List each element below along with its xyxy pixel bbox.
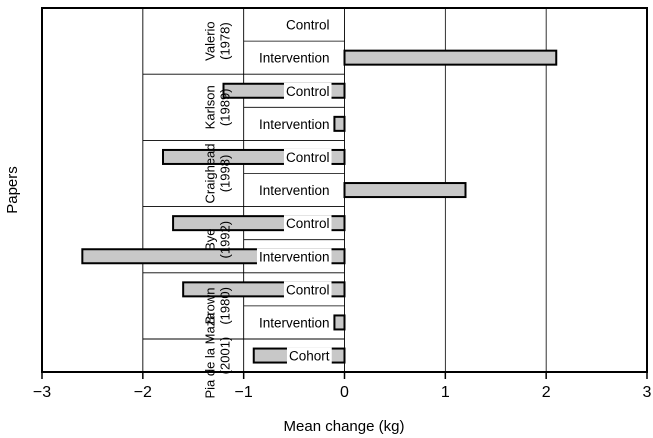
row-category-label: Control: [286, 84, 330, 99]
label-background: [256, 182, 332, 200]
row-category-label: Control: [286, 18, 330, 33]
labels-layer: Control Intervention Valerio(1978) Control I…: [203, 16, 332, 399]
paper-label: Valerio(1978): [203, 21, 233, 61]
paper-label-line: Karlson: [203, 85, 218, 129]
x-tick-label: 2: [542, 384, 551, 401]
y-axis-title: Papers: [4, 166, 21, 214]
label-background: [283, 82, 332, 100]
x-tick-label: −3: [33, 384, 51, 401]
paper-label: Brown(1980): [203, 287, 233, 325]
bar: [343, 182, 467, 199]
row-category-label: Control: [286, 282, 330, 297]
row-category-label: Intervention: [259, 249, 330, 264]
label-background: [256, 314, 332, 332]
label-background: [256, 248, 332, 266]
paper-label: Pia de la Maza(2001): [203, 312, 233, 399]
label-background: [256, 49, 332, 67]
paper-label-line: (1980): [218, 287, 233, 325]
row-category-label: Intervention: [259, 183, 330, 198]
paper-label: Bye(1992): [203, 221, 233, 259]
paper-label-line: Brown: [203, 287, 218, 324]
label-background: [283, 281, 332, 299]
label-background: [283, 215, 332, 233]
paper-label-line: Pia de la Maza: [203, 312, 218, 399]
x-tick-label: 3: [643, 384, 652, 401]
x-tick-label: −1: [235, 384, 253, 401]
paper-label-line: (1978): [218, 22, 233, 60]
paper-label-line: Valerio: [203, 21, 218, 61]
x-axis-title: Mean change (kg): [284, 418, 405, 435]
x-tick-label: 1: [441, 384, 450, 401]
bar: [333, 314, 346, 331]
row-category-label: Intervention: [259, 117, 330, 132]
x-tick-label: 0: [340, 384, 349, 401]
paper-label-line: (1998): [218, 155, 233, 193]
paper-label-line: (1989): [218, 89, 233, 127]
row-category-label: Control: [286, 216, 330, 231]
bar: [333, 115, 346, 132]
row-category-label: Intervention: [259, 315, 330, 330]
bar: [343, 49, 558, 66]
label-background: [283, 148, 332, 166]
label-background: [283, 16, 332, 34]
row-category-label: Control: [286, 150, 330, 165]
paper-label-line: (2001): [218, 337, 233, 375]
paper-label: Craighead(1998): [203, 144, 233, 204]
paper-label: Karlson(1989): [203, 85, 233, 129]
paper-label-line: (1992): [218, 221, 233, 259]
paper-label-line: Craighead: [203, 144, 218, 204]
row-category-label: Cohort: [289, 349, 330, 364]
paper-label-line: Bye: [203, 228, 218, 250]
label-background: [286, 347, 332, 365]
x-axis: −3 −2 −1 0 1 2 3: [33, 372, 652, 401]
x-tick-label: −2: [134, 384, 152, 401]
row-category-label: Intervention: [259, 51, 330, 66]
label-background: [256, 115, 332, 133]
